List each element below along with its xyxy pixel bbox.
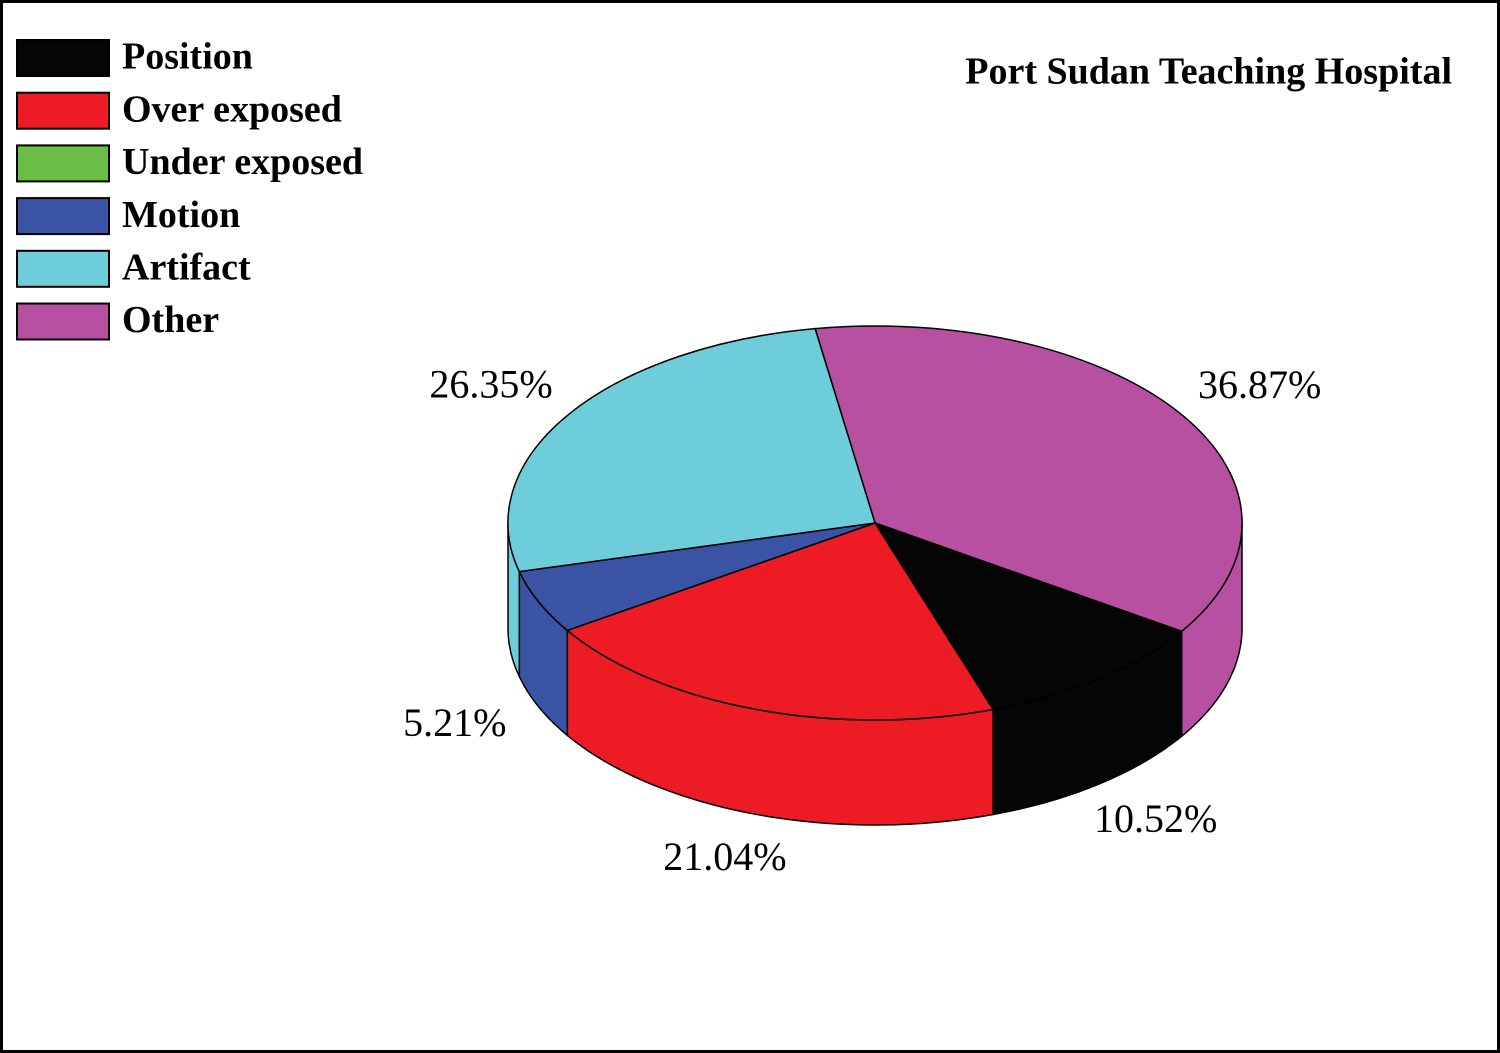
pie-slice (507, 327, 876, 573)
legend-label: Motion (122, 194, 240, 236)
data-label: 21.04% (663, 834, 786, 879)
legend-swatch (16, 249, 110, 288)
legend-label: Position (122, 36, 253, 78)
chart-title: Port Sudan Teaching Hospital (965, 51, 1452, 93)
legend-swatch (16, 91, 110, 130)
legend-swatch (16, 302, 110, 341)
legend-swatch (16, 197, 110, 236)
pie-slice (814, 325, 1243, 633)
data-label: 26.35% (429, 361, 552, 406)
legend-label: Over exposed (122, 88, 342, 130)
legend-swatch (16, 144, 110, 183)
data-label: 5.21% (403, 700, 506, 745)
pie-slice (565, 522, 995, 721)
legend-swatch (16, 39, 110, 77)
pie-sides (507, 523, 1243, 826)
legend-label: Other (122, 299, 219, 341)
legend-label: Under exposed (122, 141, 363, 183)
legend-label: Artifact (122, 247, 251, 289)
pie-tops (507, 325, 1243, 721)
data-label: 10.52% (1094, 796, 1217, 841)
data-label: 36.87% (1198, 362, 1321, 407)
pie-slice (873, 521, 1184, 711)
